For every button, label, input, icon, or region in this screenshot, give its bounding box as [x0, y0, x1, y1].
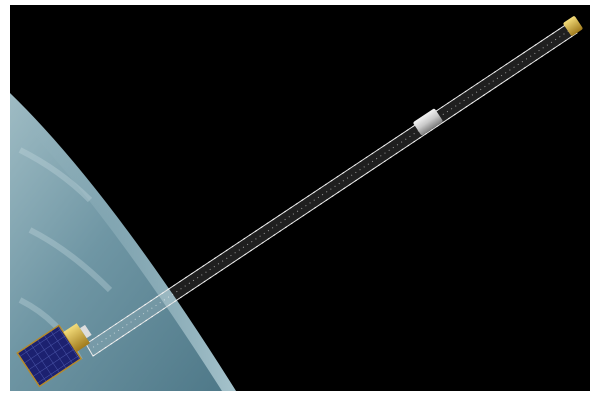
end-mass	[563, 16, 583, 36]
boom-canister	[413, 108, 443, 136]
boom-mount	[79, 324, 92, 339]
end-mass-body	[563, 16, 583, 36]
boom-lattice	[88, 27, 574, 351]
boom-lattice	[92, 32, 578, 357]
canister-body	[413, 108, 443, 136]
earth-limb	[10, 93, 236, 391]
satellite	[16, 323, 92, 388]
tether-boom	[85, 21, 578, 357]
satellite-bus	[63, 323, 90, 353]
boom-lattice	[85, 21, 571, 345]
